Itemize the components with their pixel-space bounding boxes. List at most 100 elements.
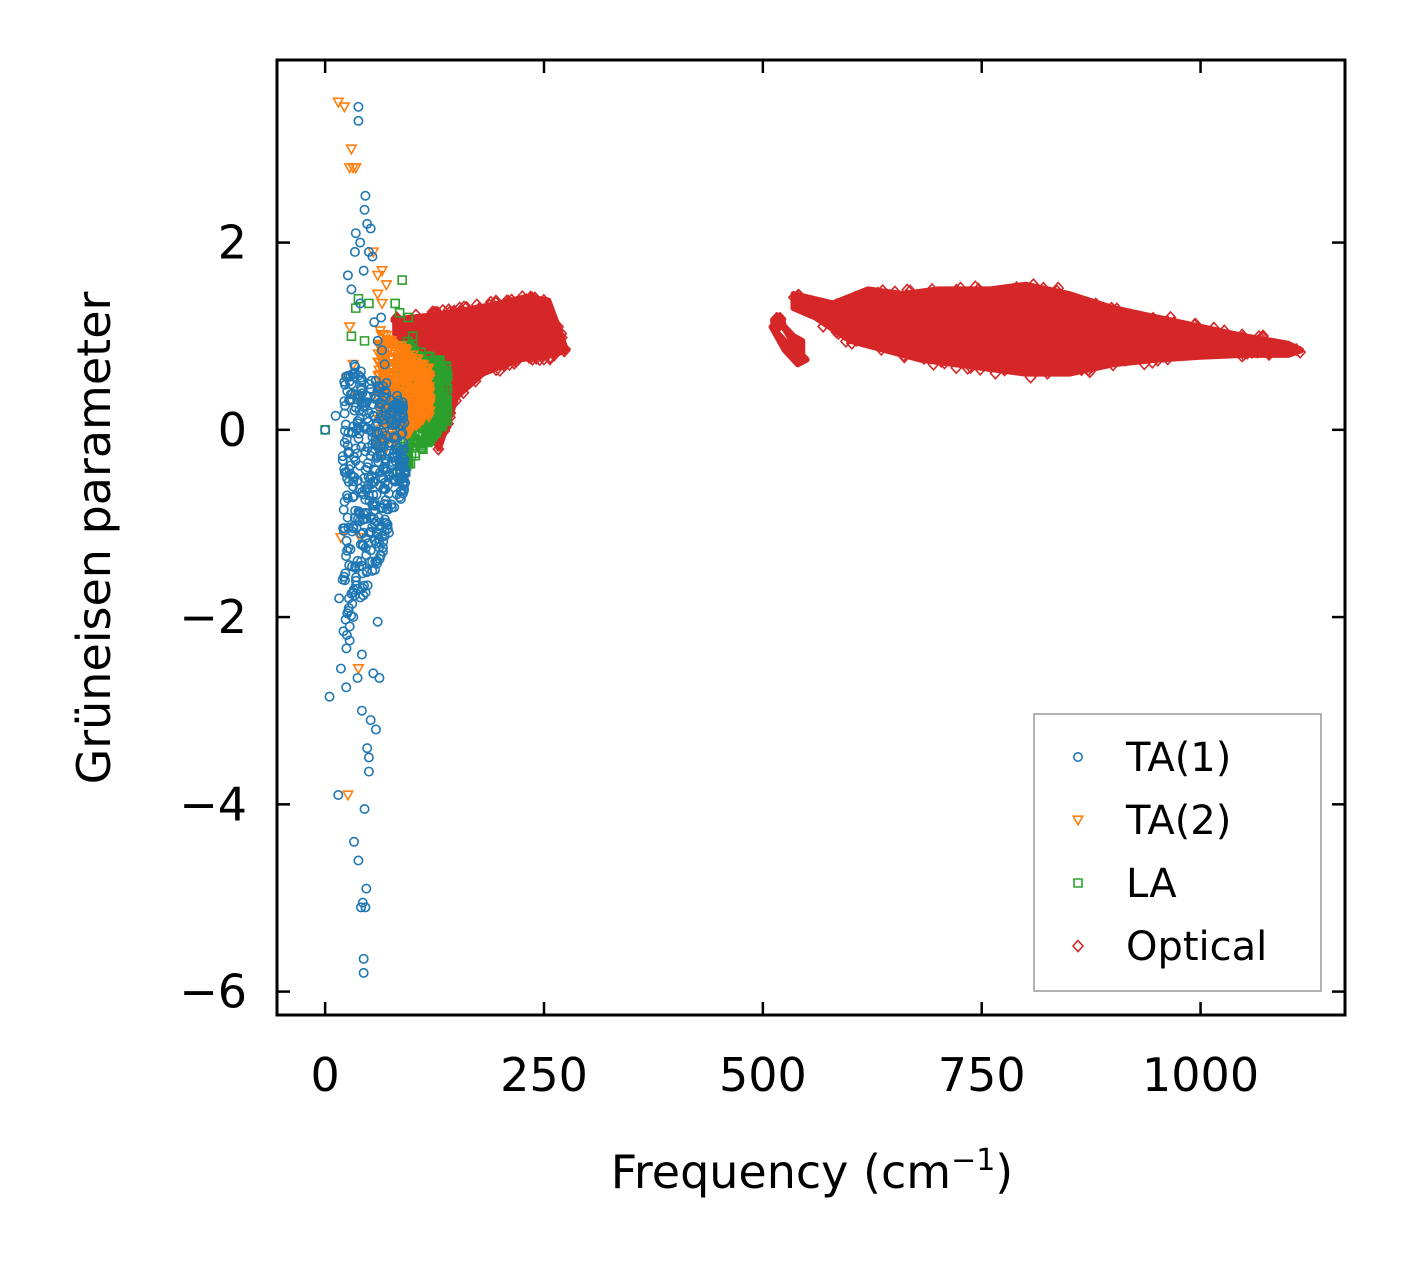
dense-point	[413, 366, 426, 378]
dense-point	[340, 568, 351, 579]
dense-point	[339, 467, 350, 478]
dense-point	[342, 473, 353, 484]
optical-point	[1010, 280, 1023, 295]
dense-point	[368, 513, 379, 524]
legend-label: LA	[1126, 861, 1177, 907]
optical-point	[964, 360, 977, 375]
dense-point	[428, 429, 438, 440]
data-point	[359, 204, 370, 215]
optical-point	[1252, 329, 1265, 344]
optical-point	[888, 285, 902, 299]
optical-point	[843, 330, 856, 345]
data-point	[397, 275, 407, 285]
data-point	[346, 588, 357, 599]
dense-point	[373, 533, 384, 544]
dense-point	[370, 375, 381, 386]
ticks-layer: 0 250 500 750 1000 −6 −4 −2 0 2	[179, 60, 1345, 1102]
optical-point	[856, 334, 869, 348]
optical-point	[489, 296, 502, 310]
dense-point	[378, 370, 392, 382]
optical-point	[969, 280, 982, 294]
optical-point	[1156, 315, 1169, 329]
data-point	[353, 293, 364, 304]
legend-marker-ta-1-	[1073, 751, 1084, 762]
dense-point	[394, 400, 405, 411]
data-point	[372, 616, 383, 627]
dense-point	[339, 396, 350, 407]
y-tick-label: −2	[179, 590, 247, 644]
data-point	[398, 481, 409, 492]
dense-point	[340, 419, 351, 430]
dense-point	[379, 530, 390, 541]
optical-point	[1041, 366, 1054, 381]
data-point	[388, 452, 399, 463]
dense-point	[388, 349, 402, 361]
optical-point	[1245, 345, 1259, 359]
optical-point	[871, 286, 885, 300]
dense-point	[398, 484, 409, 495]
data-point	[349, 163, 362, 175]
series-ta-1-	[320, 101, 411, 978]
optical-point	[555, 330, 568, 345]
optical-point	[540, 297, 553, 311]
dense-point	[355, 382, 366, 393]
data-point	[390, 420, 401, 431]
optical-point	[1251, 345, 1264, 359]
data-point	[355, 509, 366, 520]
dense-point	[422, 384, 435, 396]
dense-point	[377, 414, 388, 425]
x-tick-label: 1000	[1142, 1048, 1259, 1102]
dense-point	[342, 545, 353, 556]
dense-point	[366, 526, 377, 537]
optical-point	[1119, 353, 1132, 367]
dense-point	[348, 612, 359, 623]
dense-point	[364, 496, 375, 507]
data-point	[377, 546, 388, 557]
data-point	[342, 270, 353, 281]
dense-point	[415, 414, 429, 426]
dense-point	[409, 373, 422, 386]
dense-point	[395, 493, 406, 504]
data-layer	[320, 97, 1307, 978]
optical-point	[974, 362, 987, 376]
dense-point	[398, 411, 409, 422]
dense-point	[360, 464, 371, 475]
dense-point	[422, 363, 435, 375]
optical-point	[1147, 311, 1160, 326]
y-tick-label: −4	[179, 777, 247, 831]
dense-point	[362, 580, 373, 591]
optical-point	[938, 356, 951, 370]
data-point	[407, 331, 418, 342]
optical-point	[935, 354, 948, 369]
x-tick-label: 250	[500, 1048, 588, 1102]
legend-label: TA(1)	[1125, 735, 1231, 781]
optical-point	[839, 334, 852, 349]
optical-point	[490, 363, 503, 377]
optical-point	[457, 300, 471, 314]
data-point	[377, 345, 388, 356]
data-point	[352, 663, 365, 676]
optical-point	[849, 290, 862, 305]
dense-point	[441, 362, 451, 373]
dense-point	[367, 565, 378, 576]
dense-point	[358, 590, 369, 601]
legend-label: TA(2)	[1125, 798, 1231, 844]
dense-point	[376, 520, 387, 531]
data-point	[324, 691, 335, 702]
y-tick-label: 0	[218, 403, 247, 457]
data-point	[358, 967, 369, 978]
data-point	[365, 715, 376, 726]
dense-point	[354, 483, 365, 494]
optical-point	[950, 283, 963, 297]
data-point	[344, 635, 355, 646]
data-point	[348, 476, 359, 487]
dense-point	[362, 423, 373, 434]
optical-point	[453, 301, 466, 315]
optical-point	[516, 290, 529, 304]
y-axis-label: Grüneisen parameter	[67, 291, 121, 784]
dense-point	[341, 551, 352, 562]
optical-point	[901, 283, 914, 297]
optical-point	[998, 363, 1011, 377]
optical-point	[830, 325, 843, 339]
optical-point	[989, 366, 1002, 380]
